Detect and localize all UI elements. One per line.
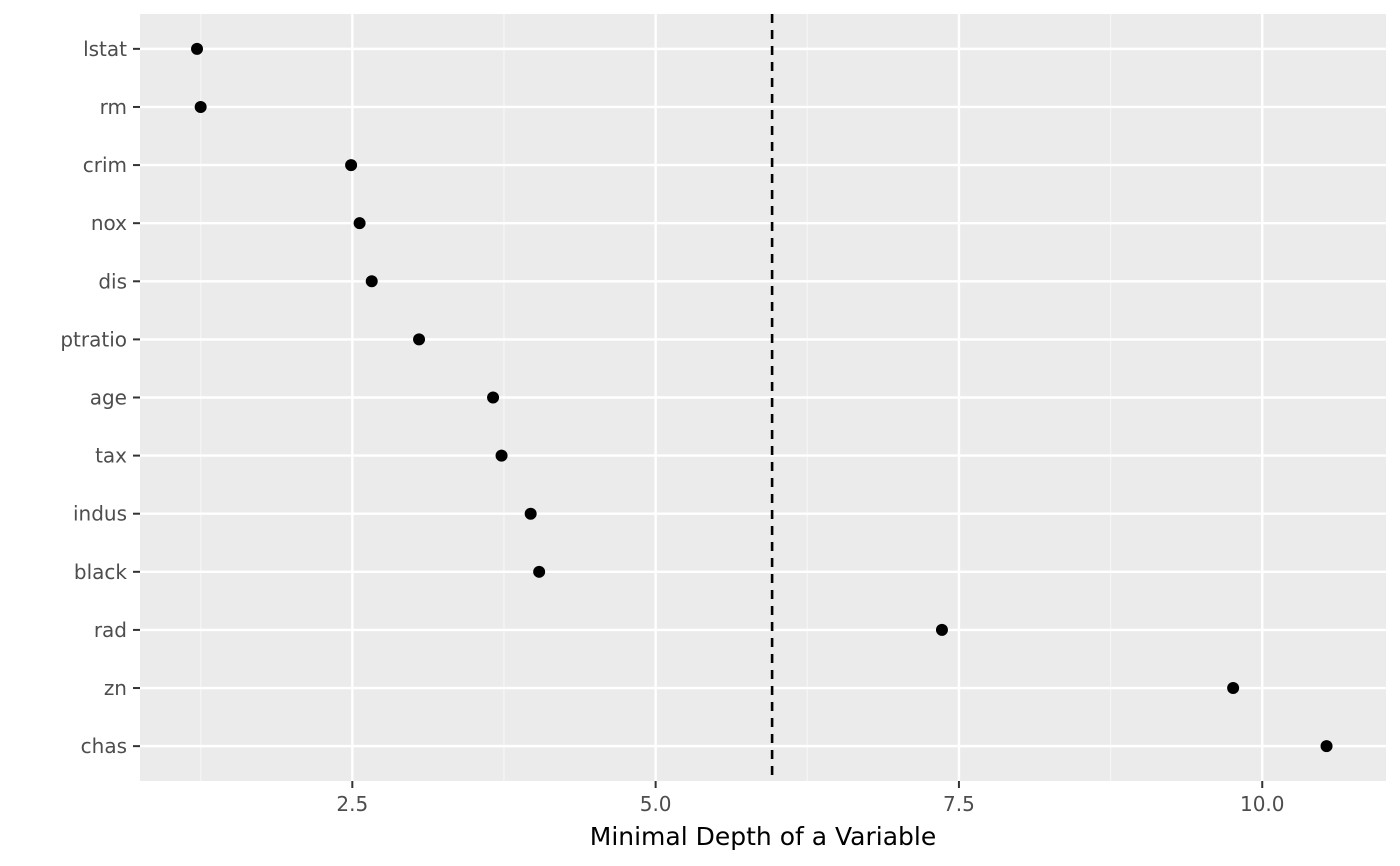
data-point-chas [1320,740,1333,753]
x-tick-label: 2.5 [336,792,368,816]
y-tick-label: chas [81,734,127,758]
x-axis-title: Minimal Depth of a Variable [590,822,937,851]
y-tick-label: lstat [83,37,127,61]
y-tick-label: ptratio [60,327,127,351]
y-tick-label: tax [95,444,127,468]
data-point-indus [524,507,537,520]
data-point-crim [345,159,358,172]
data-point-tax [495,449,508,462]
x-axis: 2.5 5.0 7.5 10.0 [336,781,1285,816]
y-tick-label: zn [104,676,127,700]
y-tick-label: rm [100,95,127,119]
data-point-nox [353,217,366,230]
y-axis: lstat rm crim nox dis ptratio age tax indus black… [60,37,140,758]
y-tick-label: age [90,386,127,410]
x-tick-label: 10.0 [1240,792,1285,816]
data-point-zn [1227,682,1240,695]
data-point-dis [365,275,378,288]
data-point-rad [935,623,948,636]
data-point-rm [194,100,207,113]
major-gridlines [140,14,1386,781]
data-point-lstat [191,42,204,55]
x-tick-label: 7.5 [943,792,975,816]
y-tick-label: crim [83,153,127,177]
y-tick-label: dis [98,269,127,293]
data-point-age [487,391,500,404]
x-tick-label: 5.0 [640,792,672,816]
y-tick-label: black [74,560,128,584]
y-tick-label: indus [73,502,127,526]
y-tick-label: rad [94,618,127,642]
data-points [191,42,1333,753]
data-point-ptratio [413,333,426,346]
data-point-black [533,565,546,578]
y-tick-label: nox [91,211,127,235]
